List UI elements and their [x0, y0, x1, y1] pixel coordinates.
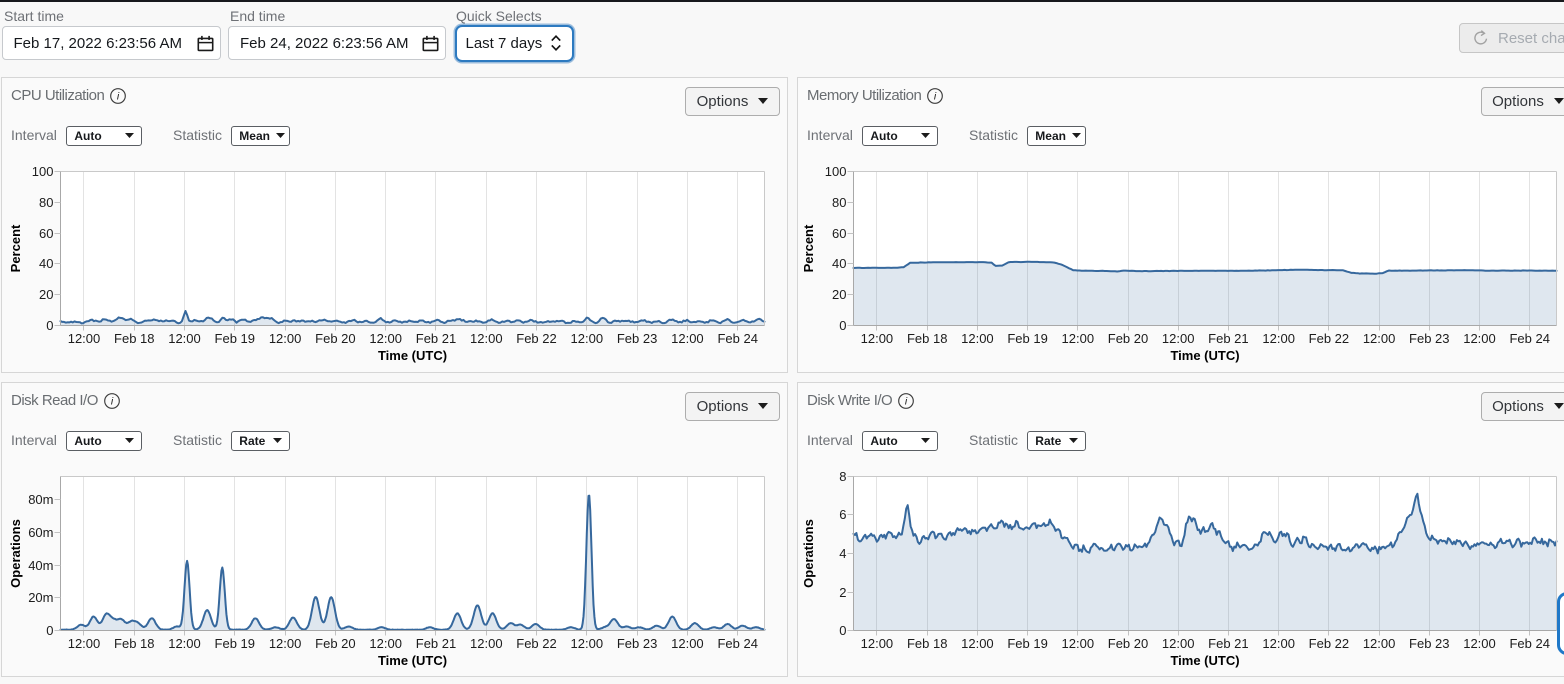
svg-text:i: i: [111, 396, 114, 408]
svg-text:i: i: [905, 396, 908, 408]
svg-text:i: i: [117, 91, 120, 103]
svg-text:i: i: [934, 91, 937, 103]
